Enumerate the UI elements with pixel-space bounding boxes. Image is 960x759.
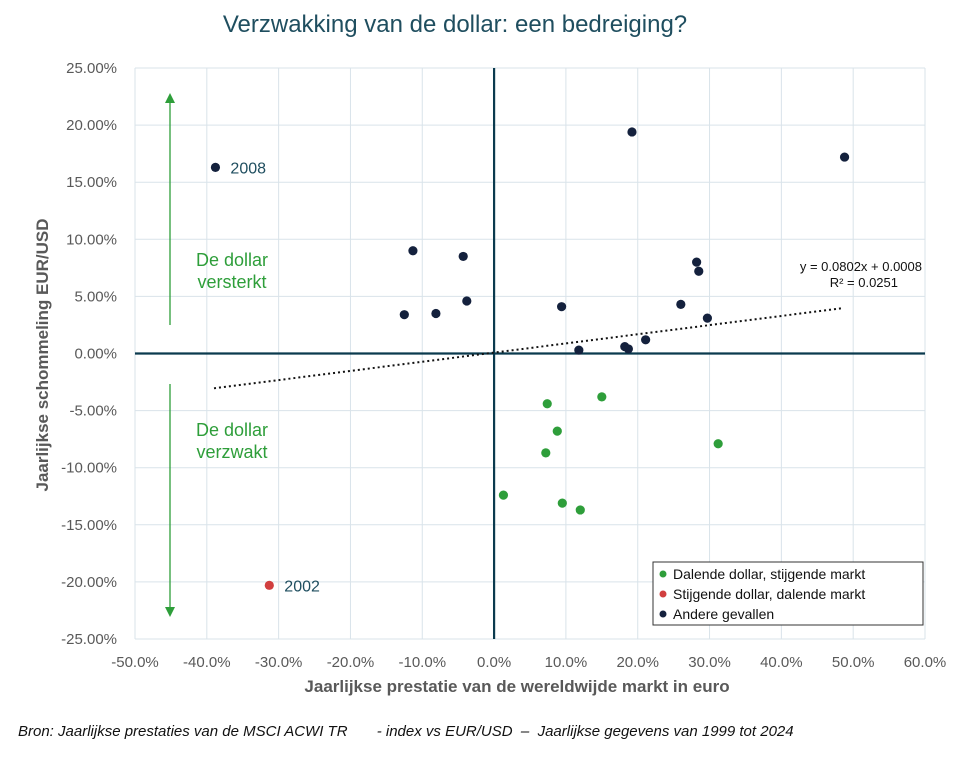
data-point <box>541 448 551 458</box>
trendline <box>213 307 843 390</box>
y-tick-label: 5.00% <box>74 288 117 305</box>
y-axis-label: Jaarlijkse schommeling EUR/USD <box>33 218 52 491</box>
x-tick-label: -10.0% <box>399 654 447 671</box>
data-point <box>694 266 704 276</box>
x-tick-label: 60.0% <box>904 654 947 671</box>
data-point <box>210 162 221 172</box>
trendline-r-squared: R² = 0.0251 <box>830 275 898 290</box>
source-note: Bron: Jaarlijkse prestaties van de MSCI … <box>18 723 794 740</box>
data-point <box>574 345 584 355</box>
y-tick-label: 25.00% <box>66 60 117 77</box>
scatter-chart: Verzwakking van de dollar: een bedreigin… <box>33 11 946 696</box>
zero-axes <box>135 68 925 639</box>
chart-title: Verzwakking van de dollar: een bedreigin… <box>223 11 687 38</box>
data-point <box>552 426 562 436</box>
annotation-strengthens-line1: De dollar <box>196 250 268 270</box>
trendline-path <box>213 307 843 390</box>
annotation-strengthens-line2: versterkt <box>197 272 266 292</box>
data-point <box>542 399 552 409</box>
y-tick-labels: 25.00% 20.00% 15.00% 10.00% 5.00% 0.00% -5.00%… <box>61 60 117 648</box>
x-tick-label: 50.0% <box>832 654 875 671</box>
annotation-weakens-line2: verzwakt <box>196 442 267 462</box>
data-point <box>692 257 702 267</box>
x-tick-label: -30.0% <box>255 654 303 671</box>
legend-entry: Dalende dollar, stijgende markt <box>673 566 865 582</box>
y-tick-label: 10.00% <box>66 231 117 248</box>
x-tick-label: 40.0% <box>760 654 803 671</box>
annotation-weakens-line1: De dollar <box>196 420 268 440</box>
data-point <box>702 313 712 323</box>
legend-box <box>652 561 924 626</box>
y-tick-label: -15.00% <box>61 517 117 534</box>
direction-arrows <box>165 93 175 617</box>
data-point <box>597 392 607 402</box>
trendline-equation: y = 0.0802x + 0.0008 <box>800 259 922 274</box>
x-tick-label: 30.0% <box>688 654 731 671</box>
y-tick-label: 15.00% <box>66 174 117 191</box>
data-point <box>641 335 651 345</box>
y-tick-label: -25.00% <box>61 631 117 648</box>
data-points <box>210 127 850 590</box>
legend-entry: Andere gevallen <box>673 606 774 622</box>
data-point <box>676 299 686 309</box>
data-point <box>557 498 567 508</box>
data-point <box>408 246 418 256</box>
y-tick-label: -10.00% <box>61 460 117 477</box>
x-tick-label: -50.0% <box>111 654 159 671</box>
data-point <box>264 580 274 590</box>
data-point <box>713 439 723 449</box>
y-tick-label: 20.00% <box>66 117 117 134</box>
legend-entry: Stijgende dollar, dalende markt <box>673 586 865 602</box>
x-tick-label: -20.0% <box>327 654 375 671</box>
x-tick-label: -40.0% <box>183 654 231 671</box>
y-tick-label: 0.00% <box>74 346 117 363</box>
x-tick-label: 0.0% <box>477 654 511 671</box>
legend-marker <box>659 590 667 598</box>
data-point <box>431 308 441 319</box>
x-axis-label: Jaarlijkse prestatie van de wereldwijde … <box>304 677 729 696</box>
legend-marker <box>659 610 667 618</box>
arrow-up-head <box>165 93 175 103</box>
data-point <box>627 127 637 137</box>
x-tick-labels: -50.0% -40.0% -30.0% -20.0% -10.0% 0.0% 10.0% 2… <box>111 654 946 671</box>
arrow-down-head <box>165 607 175 617</box>
data-point <box>623 344 633 354</box>
point-label: 2002 <box>284 578 320 595</box>
point-labels: 2008 2002 <box>230 160 320 595</box>
data-point <box>557 302 567 312</box>
data-point <box>575 505 585 515</box>
x-tick-label: 10.0% <box>545 654 588 671</box>
data-point <box>839 152 850 162</box>
legend-marker <box>659 570 667 578</box>
x-tick-label: 20.0% <box>616 654 659 671</box>
data-point <box>498 490 509 500</box>
y-tick-label: -5.00% <box>69 403 117 420</box>
legend: Dalende dollar, stijgende markt Stijgende… <box>652 561 924 626</box>
point-label: 2008 <box>230 160 266 177</box>
y-tick-label: -20.00% <box>61 574 117 591</box>
data-point <box>399 310 409 320</box>
data-point <box>462 296 472 306</box>
data-point <box>458 251 468 262</box>
